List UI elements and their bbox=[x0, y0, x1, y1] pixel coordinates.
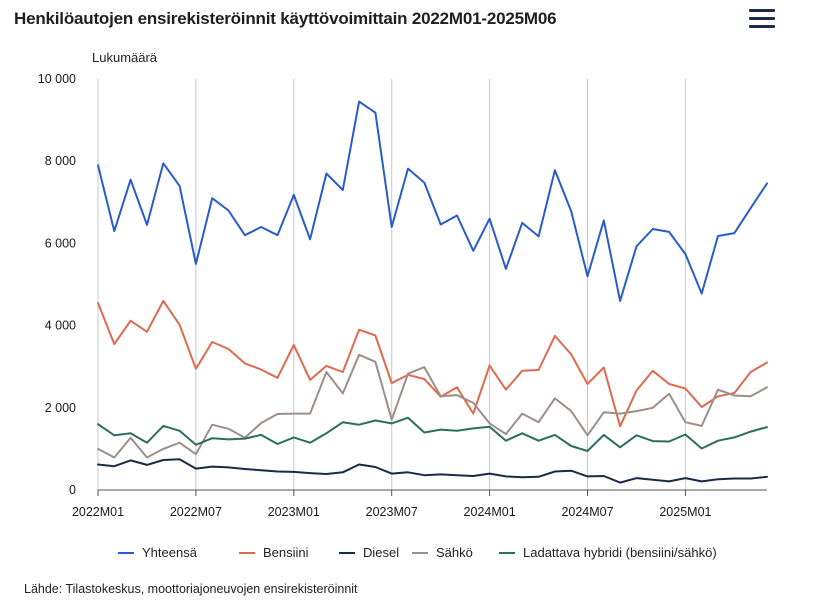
y-tick-label: 8 000 bbox=[45, 154, 76, 168]
y-tick-label: 10 000 bbox=[38, 72, 76, 86]
legend-swatch bbox=[499, 551, 515, 554]
legend-item[interactable]: Bensiini bbox=[239, 545, 309, 560]
x-tick-label: 2023M01 bbox=[268, 505, 320, 519]
x-tick-label: 2024M01 bbox=[464, 505, 516, 519]
x-tick-label: 2024M07 bbox=[561, 505, 613, 519]
x-tick-label: 2022M01 bbox=[72, 505, 124, 519]
x-tick-label: 2023M07 bbox=[366, 505, 418, 519]
series-line-s-hk bbox=[97, 353, 768, 459]
x-tick-label: 2025M01 bbox=[659, 505, 711, 519]
x-tick-labels: 2022M01 2022M07 2023M01 2023M07 2024M01 2024M… bbox=[72, 505, 712, 519]
hamburger-menu-icon[interactable] bbox=[749, 9, 775, 29]
x-tick-label: 2022M07 bbox=[170, 505, 222, 519]
y-tick-label: 6 000 bbox=[45, 236, 76, 250]
chart-series bbox=[97, 100, 768, 484]
y-tick-label: 0 bbox=[69, 483, 76, 497]
series-line-diesel bbox=[97, 458, 768, 484]
chart-grid bbox=[97, 79, 767, 496]
legend-label: Bensiini bbox=[263, 545, 309, 560]
source-note: Lähde: Tilastokeskus, moottoriajoneuvoje… bbox=[24, 582, 358, 596]
legend-swatch bbox=[412, 551, 428, 554]
y-axis-label: Lukumäärä bbox=[92, 50, 158, 65]
y-tick-labels: 0 2 000 4 000 6 000 8 000 10 000 bbox=[38, 72, 76, 497]
legend-label: Yhteensä bbox=[142, 545, 197, 560]
legend-swatch bbox=[118, 551, 134, 554]
series-line-ladattava-hybridi-bensiini-s-hk bbox=[97, 416, 768, 452]
y-tick-label: 4 000 bbox=[45, 319, 76, 333]
legend-item[interactable]: Yhteensä bbox=[118, 545, 197, 560]
y-tick-label: 2 000 bbox=[45, 401, 76, 415]
legend-label: Diesel bbox=[363, 545, 400, 560]
series-line-bensiini bbox=[97, 299, 768, 428]
legend-label: Ladattava hybridi (bensiini/sähkö) bbox=[523, 545, 717, 560]
legend-swatch bbox=[339, 551, 355, 554]
chart-legend: Yhteensä Bensiini Diesel Sähkö Ladattava hyb… bbox=[0, 545, 834, 565]
legend-item[interactable]: Diesel bbox=[339, 545, 399, 560]
legend-label: Sähkö bbox=[436, 545, 473, 560]
series-line-yhteens bbox=[97, 100, 768, 302]
legend-item[interactable]: Ladattava hybridi (bensiini/sähkö) bbox=[499, 545, 717, 560]
legend-swatch bbox=[239, 551, 255, 554]
chart-title: Henkilöautojen ensirekisteröinnit käyttö… bbox=[14, 9, 557, 28]
legend-item[interactable]: Sähkö bbox=[412, 545, 473, 560]
